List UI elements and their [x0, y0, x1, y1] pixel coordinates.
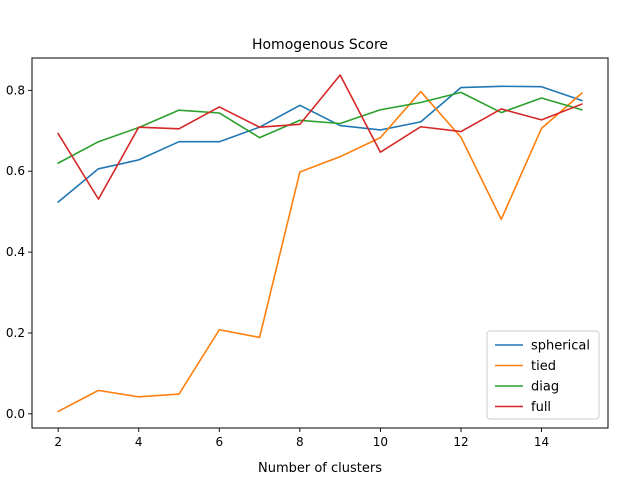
y-tick-label: 0.8	[6, 83, 25, 97]
legend-box	[486, 330, 600, 420]
series-line-full	[57, 74, 583, 200]
y-tick-label: 0.6	[6, 164, 25, 178]
x-axis-label: Number of clusters	[258, 461, 382, 476]
axis-layer: 2 4 6 8 10 12 14 0.0 0.2 0.4 0.6 0.8	[6, 83, 549, 449]
x-tick-label: 2	[54, 435, 62, 449]
x-tick-label: 10	[373, 435, 388, 449]
chart-title: Homogenous Score	[252, 37, 388, 53]
legend: spherical tied diag full	[486, 330, 600, 420]
series-layer	[57, 74, 583, 413]
x-tick-label: 6	[215, 435, 223, 449]
plot-frame	[31, 57, 609, 429]
x-tick-label: 4	[135, 435, 143, 449]
legend-label-full: full	[531, 400, 551, 415]
x-tick-label: 12	[453, 435, 468, 449]
y-tick-label: 0.2	[6, 326, 25, 340]
x-tick-label: 14	[534, 435, 549, 449]
series-line-spherical	[57, 85, 583, 204]
y-tick-label: 0.0	[6, 407, 25, 421]
series-line-diag	[57, 91, 583, 165]
y-tick-label: 0.4	[6, 245, 25, 259]
series-line-tied	[57, 90, 583, 413]
x-tick-label: 8	[296, 435, 304, 449]
legend-label-diag: diag	[531, 380, 559, 395]
legend-label-spherical: spherical	[531, 339, 590, 354]
legend-label-tied: tied	[531, 359, 556, 374]
